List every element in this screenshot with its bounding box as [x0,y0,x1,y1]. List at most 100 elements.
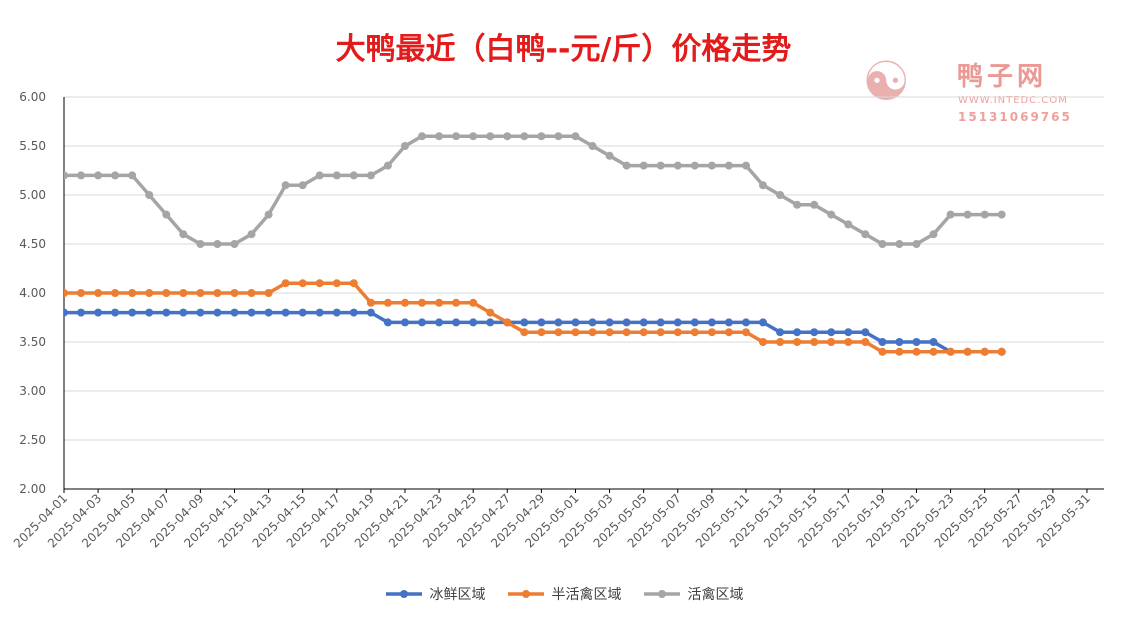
data-point [486,132,495,141]
data-point [486,308,495,317]
data-point [656,328,665,337]
legend-item: 活禽区域 [642,584,744,604]
data-point [793,200,802,209]
y-tick-label: 4.00 [19,286,46,300]
data-point [196,240,205,248]
data-point [503,318,512,327]
data-point [213,308,222,317]
data-point [332,308,341,317]
data-point [435,318,444,327]
watermark-site: WWW.INTEDC.COM [958,95,1068,106]
data-point [946,347,955,356]
watermark-brand: 鸭子网 [957,62,1048,92]
data-point [605,318,614,327]
data-point [776,191,785,199]
y-tick-label: 5.00 [19,188,46,202]
data-point [520,132,529,141]
data-point [401,318,409,327]
data-point [622,328,631,337]
data-point [349,171,358,180]
data-point [94,171,103,180]
data-point [776,328,785,337]
data-point [929,347,938,356]
data-point [605,151,614,160]
data-point [963,347,972,356]
data-point [435,298,444,307]
data-point [861,230,870,239]
data-point [145,308,154,317]
data-point [742,318,750,327]
data-point [64,171,68,180]
data-point [469,298,478,307]
data-point [759,181,767,190]
y-tick-label: 4.50 [19,237,46,251]
data-point [230,240,239,248]
data-point [128,289,137,297]
data-point [315,279,324,288]
data-point [656,318,665,327]
data-point [827,210,836,219]
data-point [759,318,767,327]
data-point [895,240,904,248]
data-point [77,308,85,317]
data-point [77,171,85,180]
data-point [673,318,682,327]
data-point [673,161,682,170]
data-point [145,289,154,297]
y-tick-label: 3.00 [19,384,46,398]
data-point [469,132,478,141]
data-point [639,328,648,337]
data-point [247,230,256,239]
line-chart-svg: 6.005.505.004.504.003.503.002.502.002025… [11,90,1104,550]
data-point [315,171,324,180]
data-point [520,318,529,327]
data-point [895,347,904,356]
data-point [844,338,853,346]
data-point [418,298,426,307]
data-point [298,279,307,288]
data-point [588,318,597,327]
series-group [64,132,1006,248]
data-point [77,289,85,297]
data-point [707,328,716,337]
data-point [929,230,938,239]
data-point [452,298,461,307]
data-point [810,328,819,337]
data-point [64,308,68,317]
data-point [520,328,529,337]
data-point [895,338,904,346]
data-point [554,318,563,327]
data-point [571,318,580,327]
data-point [997,347,1006,356]
data-point [707,318,716,327]
data-point [844,220,853,229]
data-point [264,308,273,317]
data-point [844,328,853,337]
data-point [912,338,921,346]
y-tick-label: 2.50 [19,433,46,447]
data-point [742,161,750,170]
data-point [537,132,546,141]
data-point [418,318,426,327]
data-point [366,308,375,317]
legend-swatch [507,590,544,598]
data-point [963,210,972,219]
data-point [264,289,273,297]
watermark-phone: 15131069765 [958,110,1072,124]
data-point [827,338,836,346]
chart-title: 大鸭最近（白鸭--元/斤）价格走势 [335,32,792,67]
data-point [690,161,699,170]
data-point [793,328,802,337]
data-point [929,338,938,346]
data-point [366,298,375,307]
data-point [588,328,597,337]
series-group [64,279,1006,356]
data-point [759,338,767,346]
data-point [622,318,631,327]
y-tick-label: 2.00 [19,482,46,496]
data-point [281,279,290,288]
data-point [401,142,409,150]
data-point [946,210,955,219]
data-point [537,328,546,337]
data-point [111,171,120,180]
